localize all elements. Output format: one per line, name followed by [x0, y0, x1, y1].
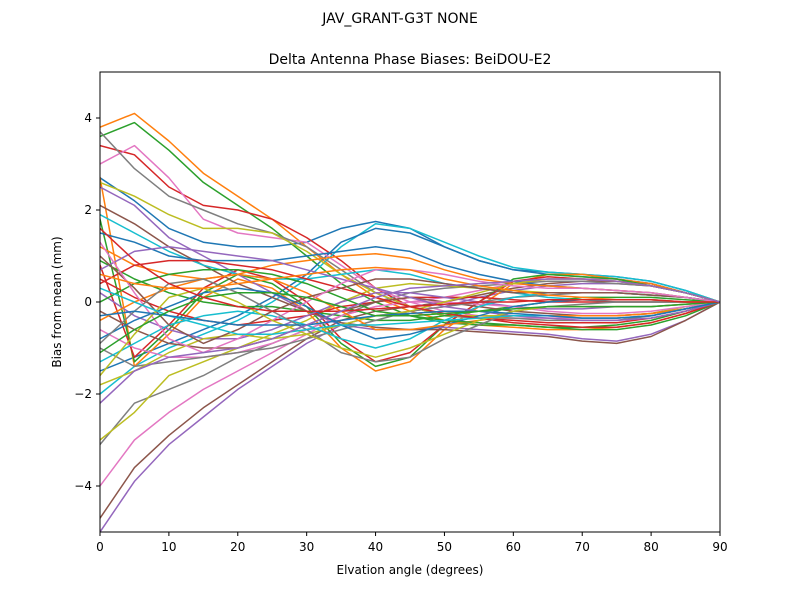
x-tick-label: 90 — [712, 540, 727, 554]
series-line-s36 — [100, 254, 720, 345]
y-tick-label: −4 — [74, 479, 92, 493]
x-tick-label: 0 — [96, 540, 104, 554]
x-tick-label: 50 — [437, 540, 452, 554]
x-tick-label: 30 — [299, 540, 314, 554]
series-line-s44 — [100, 227, 720, 312]
y-tick-label: 4 — [84, 111, 92, 125]
y-axis-ticks: −4 −2 0 2 4 — [74, 111, 100, 493]
x-tick-label: 60 — [506, 540, 521, 554]
series-layer — [100, 112, 720, 532]
x-tick-label: 20 — [230, 540, 245, 554]
y-axis-label: Bias from mean (mm) — [50, 236, 64, 367]
figure-suptitle: JAV_GRANT-G3T NONE — [321, 11, 478, 27]
x-tick-label: 10 — [161, 540, 176, 554]
chart-title: Delta Antenna Phase Biases: BeiDOU-E2 — [269, 52, 552, 68]
y-tick-label: 0 — [84, 295, 92, 309]
x-tick-label: 40 — [368, 540, 383, 554]
series-line-s45 — [100, 278, 720, 405]
y-tick-label: −2 — [74, 387, 92, 401]
series-line-s38 — [100, 278, 720, 363]
x-tick-label: 70 — [575, 540, 590, 554]
y-tick-label: 2 — [84, 203, 92, 217]
x-tick-label: 80 — [643, 540, 658, 554]
series-line-s10 — [100, 223, 720, 395]
series-line-s23 — [100, 259, 720, 322]
x-axis-ticks: 0 10 20 30 40 50 60 70 80 90 — [96, 532, 728, 554]
x-axis-label: Elvation angle (degrees) — [337, 563, 484, 577]
series-line-s35 — [100, 246, 720, 322]
series-line-s41 — [100, 301, 720, 326]
